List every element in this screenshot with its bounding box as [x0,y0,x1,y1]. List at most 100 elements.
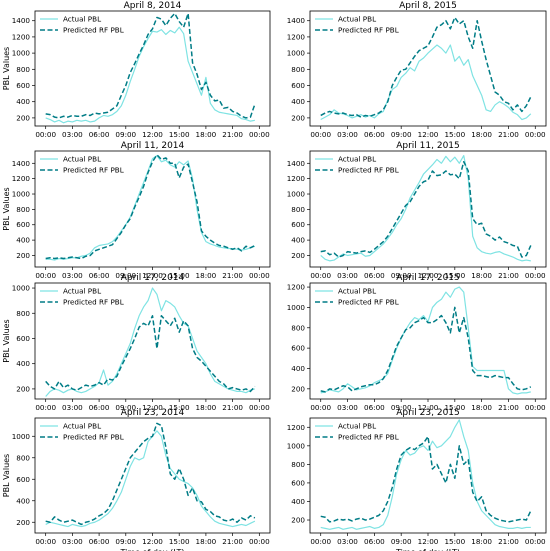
x-tick-label: 06:00 [364,130,385,139]
legend-actual-label: Actual PBL [63,155,101,164]
x-tick-label: 21:00 [222,271,243,280]
subplot-title: April 8, 2015 [399,1,457,11]
subplot-title: April 23, 2014 [121,408,185,418]
x-tick-label: 06:00 [89,130,110,139]
y-tick-label: 800 [291,460,305,469]
y-tick-label: 200 [16,251,30,260]
series-predicted-line [45,315,256,393]
subplot-2: April 8, 2015 200 400 600 800 1000 1200 1400 00:… [287,1,547,139]
subplot-title: April 11, 2015 [396,141,460,151]
x-tick-label: 06:00 [364,537,385,546]
x-tick-label: 09:00 [115,271,136,280]
x-tick-label: 12:00 [418,403,439,412]
x-tick-label: 03:00 [62,403,83,412]
subplot-title: April 23, 2015 [396,408,460,418]
x-tick-label: 03:00 [62,271,83,280]
x-tick-label: 00:00 [310,271,331,280]
legend-actual-label: Actual PBL [338,287,376,296]
subplot-7: April 23, 2014 200 400 600 800 1000 00:00 03:00… [2,408,271,551]
y-tick-label: 600 [291,81,305,90]
y-tick-label: 1000 [287,441,306,450]
y-tick-label: 1200 [287,32,306,41]
x-tick-label: 18:00 [196,130,217,139]
y-tick-label: 600 [16,220,30,229]
x-tick-label: 03:00 [337,271,358,280]
y-tick-label: 1000 [12,432,31,441]
series-actual-line [45,287,256,397]
legend: Actual PBL Predicted RF PBL [40,287,124,307]
x-tick-label: 00:00 [35,403,56,412]
y-tick-label: 400 [16,496,30,505]
subplot-8: April 23, 2015 200 400 600 800 1000 1200 00:00 0… [287,408,547,551]
x-tick-label: 03:00 [337,130,358,139]
x-tick-label: 18:00 [471,130,492,139]
legend-predicted-label: Predicted RF PBL [338,298,399,307]
x-tick-label: 03:00 [337,537,358,546]
y-tick-label: 600 [16,334,30,343]
series-actual-line [320,155,531,262]
x-tick-label: 21:00 [222,403,243,412]
axes-frame [309,417,547,534]
y-tick-label: 400 [16,236,30,245]
x-tick-label: 21:00 [222,130,243,139]
axes-frame [34,282,271,400]
y-tick-label: 1200 [287,174,306,183]
x-tick-label: 00:00 [525,537,546,546]
x-tick-label: 15:00 [444,537,465,546]
series-predicted-line [320,161,532,258]
x-tick-label: 00:00 [525,271,546,280]
x-tick-label: 21:00 [498,537,519,546]
x-tick-label: 00:00 [35,130,56,139]
series-predicted-line [320,16,532,118]
y-tick-label: 200 [16,518,30,527]
axes-frame [309,282,547,400]
y-tick-label: 400 [291,497,305,506]
y-tick-label: 1000 [12,284,31,293]
x-tick-label: 15:00 [169,130,190,139]
subplot-title: April 17, 2015 [396,273,460,283]
y-tick-label: 1000 [287,190,306,199]
y-tick-label: 200 [291,113,305,122]
series-predicted-line [320,435,532,523]
y-tick-label: 800 [291,65,305,74]
x-tick-label: 03:00 [62,537,83,546]
legend-predicted-label: Predicted RF PBL [63,26,124,35]
x-tick-label: 00:00 [249,130,270,139]
axes-frame [34,150,271,268]
x-tick-label: 21:00 [498,403,519,412]
subplot-6: April 17, 2015 200 400 600 800 1000 1200 00:00 0… [287,273,547,412]
y-tick-label: 1000 [287,49,306,58]
y-tick-label: 400 [291,97,305,106]
y-tick-label: 400 [291,236,305,245]
x-tick-label: 18:00 [196,271,217,280]
x-tick-label: 15:00 [444,403,465,412]
x-tick-label: 12:00 [142,130,163,139]
x-tick-label: 09:00 [391,403,412,412]
x-tick-label: 15:00 [444,130,465,139]
x-tick-label: 15:00 [169,271,190,280]
legend: Actual PBL Predicted RF PBL [40,155,124,175]
x-tick-label: 00:00 [249,271,270,280]
x-tick-label: 12:00 [142,271,163,280]
x-tick-label: 09:00 [115,537,136,546]
subplot-1: April 8, 2014 200 400 600 800 1000 1200 1400 00:… [2,1,271,139]
y-tick-label: 1000 [287,303,306,312]
x-axis-label: Time of day (LT) [119,548,184,551]
series-predicted-line [45,12,256,119]
subplot-title: April 8, 2014 [124,1,182,11]
x-tick-label: 15:00 [444,271,465,280]
series-actual-line [45,155,256,261]
series-predicted-line [320,306,532,393]
y-tick-label: 600 [291,344,305,353]
series-actual-line [45,430,256,528]
x-tick-label: 00:00 [310,537,331,546]
y-tick-label: 200 [291,516,305,525]
series-predicted-line [45,154,256,260]
y-tick-label: 800 [16,453,30,462]
subplot-3: April 11, 2014 200 400 600 800 1000 1200 1400 00… [2,141,271,280]
legend: Actual PBL Predicted RF PBL [40,422,124,442]
legend: Actual PBL Predicted RF PBL [315,155,399,175]
y-tick-label: 1400 [12,16,31,25]
y-axis-label: PBL Values [2,319,11,362]
